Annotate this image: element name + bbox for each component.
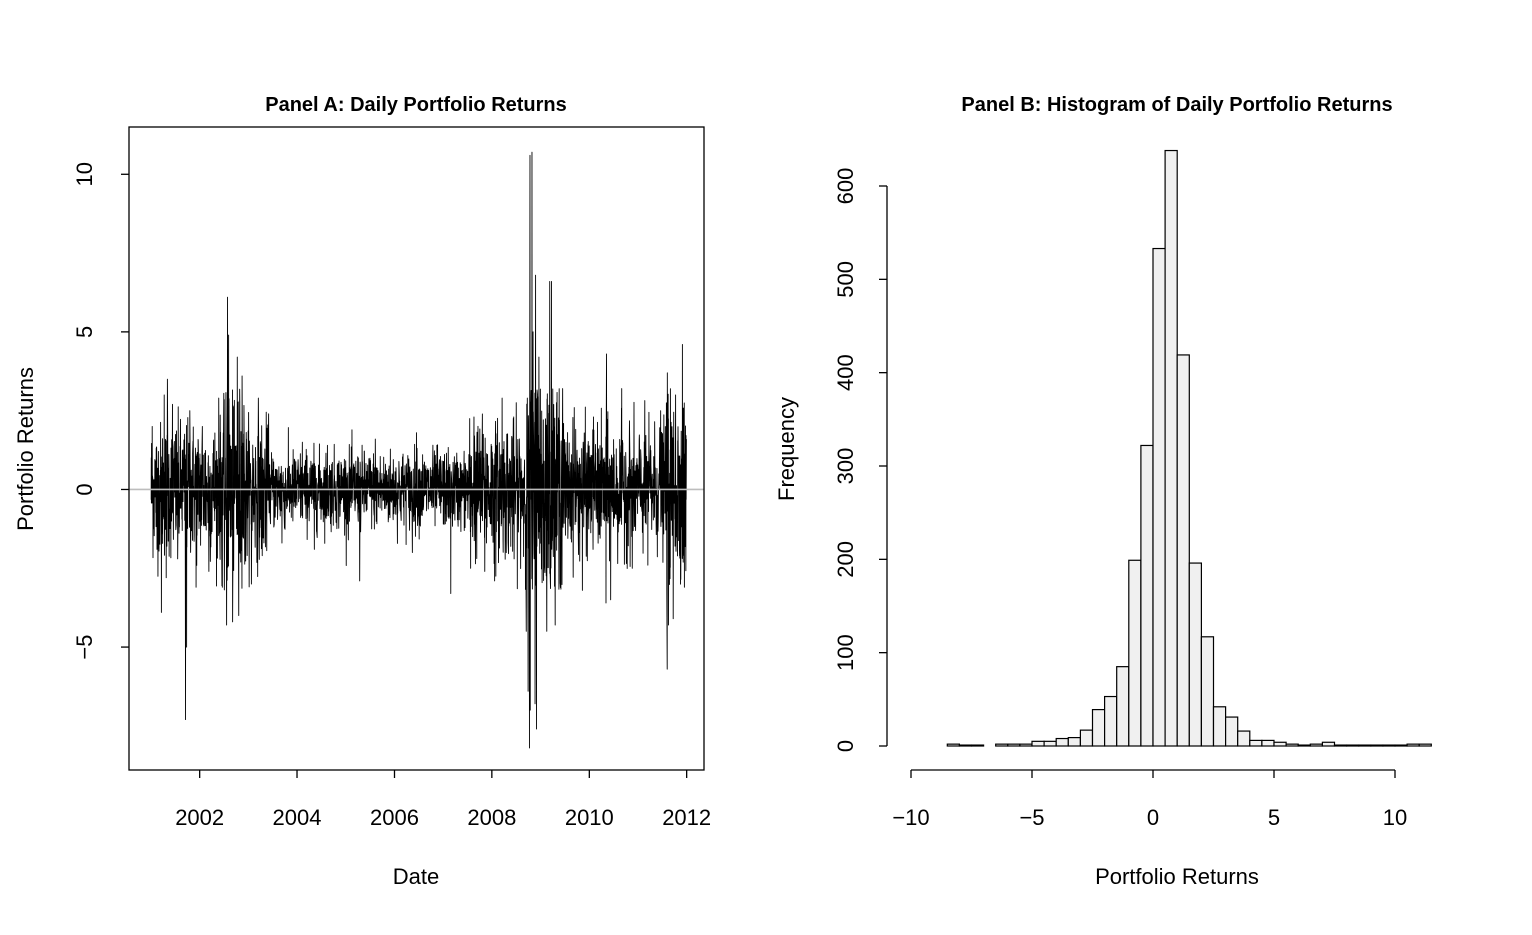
histogram-bar [1055, 737, 1069, 747]
panel-a: Panel A: Daily Portfolio Returns 2002 200… [13, 94, 711, 889]
histogram-bar [1394, 744, 1408, 747]
panel-b-histogram-bars [946, 149, 1432, 747]
x-tick-label: 2006 [370, 805, 419, 830]
histogram-bar [1333, 744, 1348, 747]
histogram-bar [1370, 744, 1384, 747]
histogram-bar [1358, 744, 1372, 747]
y-tick-label: 500 [833, 261, 858, 298]
histogram-bar [1406, 743, 1420, 747]
y-tick-label: −5 [72, 635, 97, 660]
histogram-bar [1043, 740, 1057, 747]
histogram-bar [1164, 149, 1178, 747]
histogram-bar [1321, 741, 1336, 747]
panel-a-x-label: Date [393, 864, 439, 889]
histogram-bar [1261, 739, 1275, 747]
x-tick-label: 2010 [565, 805, 614, 830]
y-tick-label: 600 [833, 168, 858, 205]
x-tick-label: −5 [1019, 805, 1044, 830]
histogram-bar [1249, 739, 1263, 747]
panel-a-plot-frame [128, 126, 705, 771]
y-tick-label: 0 [72, 483, 97, 495]
return-series-line [150, 151, 687, 749]
y-tick-label: 400 [833, 354, 858, 391]
y-tick-label: 0 [833, 740, 858, 752]
histogram-bar [1345, 744, 1360, 747]
histogram-bar [1067, 736, 1082, 747]
panel-a-title: Panel A: Daily Portfolio Returns [265, 94, 567, 116]
histogram-bar [1079, 729, 1094, 747]
panel-b-title: Panel B: Histogram of Daily Portfolio Re… [961, 94, 1392, 116]
histogram-bar [1418, 743, 1432, 747]
panel-b-x-axis: −10 −5 0 5 10 [892, 769, 1407, 830]
x-tick-label: 2004 [273, 805, 322, 830]
panel-a-y-label: Portfolio Returns [13, 367, 38, 531]
histogram-bar [1382, 744, 1396, 747]
histogram-bar [1297, 744, 1311, 747]
histogram-bar [946, 743, 960, 747]
x-tick-label: 2008 [467, 805, 516, 830]
histogram-bar [1273, 741, 1287, 747]
histogram-bar [1128, 559, 1142, 747]
histogram-bar [958, 744, 973, 747]
histogram-bar [1091, 708, 1106, 747]
histogram-bar [1116, 666, 1130, 747]
x-tick-label: 2002 [175, 805, 224, 830]
histogram-bar [1019, 743, 1033, 747]
panel-b: Panel B: Histogram of Daily Portfolio Re… [774, 94, 1432, 889]
y-tick-label: 200 [833, 541, 858, 578]
panel-b-x-label: Portfolio Returns [1095, 864, 1259, 889]
x-tick-label: −10 [892, 805, 929, 830]
histogram-bar [1031, 740, 1045, 747]
histogram-bar [1212, 706, 1227, 747]
histogram-bar [1152, 247, 1166, 747]
x-tick-label: 0 [1147, 805, 1159, 830]
histogram-bar [970, 744, 985, 747]
histogram-bar [1007, 743, 1021, 747]
y-tick-label: 300 [833, 448, 858, 485]
histogram-bar [995, 743, 1009, 747]
x-tick-label: 2012 [662, 805, 711, 830]
x-tick-label: 10 [1383, 805, 1407, 830]
histogram-bar [1237, 730, 1251, 747]
histogram-bar [1285, 743, 1299, 747]
histogram-bar [1224, 716, 1239, 747]
histogram-bar [1309, 743, 1324, 747]
histogram-bar [1188, 562, 1203, 747]
histogram-bar [1140, 444, 1154, 747]
panel-a-x-axis: 2002 2004 2006 2008 2010 2012 [175, 770, 711, 830]
histogram-bar [1176, 354, 1190, 747]
histogram-bar [1200, 636, 1215, 747]
histogram-bar [1103, 695, 1118, 747]
panel-a-plot-area [129, 151, 704, 749]
y-tick-label: 100 [833, 634, 858, 671]
x-tick-label: 5 [1268, 805, 1280, 830]
panel-b-y-axis: 0 100 200 300 400 500 600 [833, 168, 888, 752]
y-tick-label: 5 [72, 326, 97, 338]
panel-b-y-label: Frequency [774, 397, 799, 501]
panel-a-y-axis: −5 0 5 10 [72, 162, 129, 660]
y-tick-label: 10 [72, 162, 97, 186]
